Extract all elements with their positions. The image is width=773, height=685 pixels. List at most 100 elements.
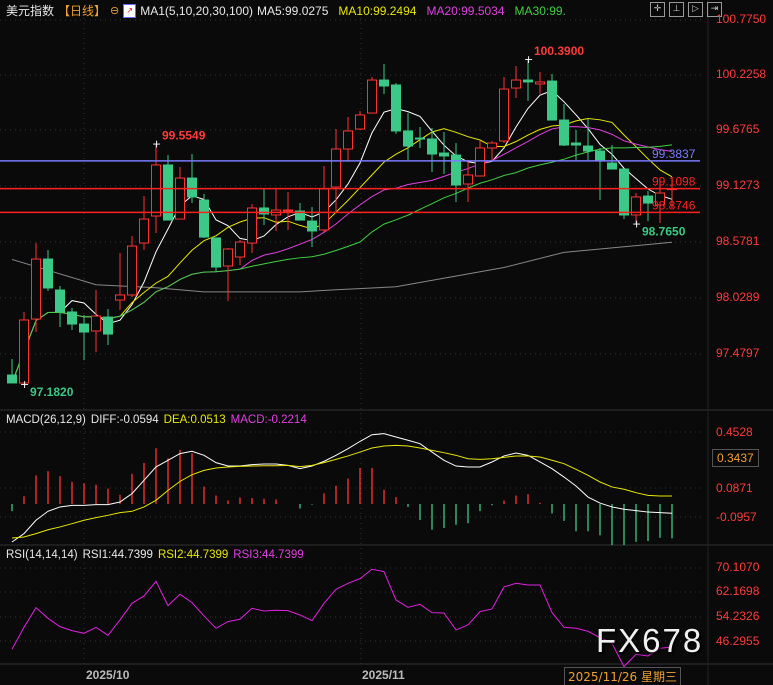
- candle-up: [631, 196, 641, 216]
- candle-down: [403, 130, 413, 147]
- indicator-icon[interactable]: ↗: [123, 3, 137, 18]
- extreme-label: 100.3900: [534, 44, 584, 58]
- ma10-value: MA10:99.2494: [338, 3, 417, 18]
- dea-value: DEA:0.0513: [163, 414, 226, 426]
- candle-up: [511, 79, 521, 89]
- candle-up: [463, 174, 473, 185]
- candle-up: [367, 79, 377, 114]
- price-axis-label: 98.0289: [716, 290, 760, 304]
- candle-down: [295, 210, 305, 221]
- rsi-axis-label: 46.2955: [716, 634, 760, 648]
- zoom-out-icon[interactable]: ⊖: [110, 5, 120, 17]
- range-icon[interactable]: ⊥: [669, 2, 684, 17]
- marker-cross: +: [524, 53, 533, 66]
- candle-down: [391, 84, 401, 132]
- ma20-value: MA20:99.5034: [426, 3, 505, 18]
- rsi-axis-label: 62.1698: [716, 584, 760, 598]
- candle-up: [283, 209, 293, 212]
- price-axis-label: 99.1273: [716, 178, 760, 192]
- rsi1-value: RSI1:44.7399: [82, 549, 153, 561]
- candle-down: [439, 152, 449, 157]
- rsi3-value: RSI3:44.7399: [233, 549, 304, 561]
- watermark-logo: FX678: [596, 622, 704, 659]
- candle-down: [595, 150, 605, 162]
- candle-up: [139, 218, 149, 244]
- candle-up: [19, 319, 29, 384]
- ma10-line: [11, 118, 673, 384]
- marker-cross: +: [632, 217, 641, 230]
- extreme-label: 97.1820: [30, 385, 74, 399]
- candle-down: [571, 142, 581, 146]
- forward-icon[interactable]: ⇥: [707, 2, 722, 17]
- price-axis-label: 99.6765: [716, 122, 760, 136]
- period-label[interactable]: 【日线】: [58, 4, 107, 18]
- candle-up: [331, 148, 341, 188]
- candle-up: [127, 245, 137, 296]
- candle-down: [307, 220, 317, 232]
- crosshair-icon[interactable]: ✛: [650, 2, 665, 17]
- candle-down: [583, 145, 593, 152]
- candle-up: [487, 142, 497, 149]
- cursor-date: 2025/11/26 星期三: [564, 667, 681, 685]
- candle-up: [247, 207, 257, 244]
- candle-up: [235, 241, 245, 258]
- candle-down: [451, 154, 461, 186]
- ma30-line: [11, 144, 673, 384]
- ma20-line: [11, 126, 673, 384]
- price-axis-label: 97.4797: [716, 346, 760, 360]
- instrument-title: 美元指数: [6, 4, 55, 18]
- candle-down: [427, 138, 437, 155]
- candle-down: [643, 195, 653, 204]
- price-level-label: 99.3837: [652, 147, 696, 161]
- rsi-axis-label: 54.2326: [716, 609, 760, 623]
- price-level-label: 98.8746: [652, 198, 696, 212]
- ma5-value: MA5:99.0275: [257, 3, 329, 18]
- candle-up: [343, 130, 353, 150]
- rsi-params: RSI(14,14,14): [6, 549, 78, 561]
- candle-down: [415, 137, 425, 140]
- candle-up: [115, 294, 125, 301]
- ma-params[interactable]: MA1(5,10,20,30,100): [140, 3, 253, 18]
- dea-line: [11, 444, 673, 539]
- macd-current-value: 0.3437: [712, 449, 759, 467]
- rsi-legend: RSI(14,14,14) RSI1:44.7399 RSI2:44.7399 …: [6, 549, 304, 561]
- rsi-line: [11, 568, 673, 668]
- candle-up: [175, 177, 185, 220]
- candle-down: [55, 289, 65, 313]
- macd-params: MACD(26,12,9): [6, 414, 86, 426]
- candle-up: [31, 258, 41, 320]
- ma30-value: MA30:99.: [514, 3, 566, 18]
- ma5-line: [11, 90, 673, 384]
- candle-down: [43, 258, 53, 289]
- ma100-line: [11, 241, 673, 293]
- marker-cross: +: [20, 378, 29, 391]
- candle-down: [7, 374, 17, 384]
- candle-down: [547, 80, 557, 121]
- x-axis-label-nov: 2025/11: [362, 668, 405, 682]
- candle-up: [151, 164, 161, 217]
- candle-up: [655, 192, 665, 206]
- macd-axis-label: 0.0871: [716, 481, 753, 495]
- macd-axis-label: -0.0957: [716, 510, 757, 524]
- extreme-label: 98.7650: [642, 224, 686, 238]
- candle-down: [199, 199, 209, 238]
- candle-down: [607, 162, 617, 170]
- candle-down: [619, 168, 629, 216]
- candle-down: [259, 207, 269, 215]
- main-legend: 美元指数 【日线】 ⊖ ↗ MA1(5,10,20,30,100) MA5:99…: [6, 2, 566, 19]
- diff-line: [11, 433, 673, 543]
- toolbar: ✛ ⊥ ▷ ⇥: [650, 2, 722, 17]
- macd-legend: MACD(26,12,9) DIFF:-0.0594 DEA:0.0513 MA…: [6, 414, 307, 426]
- x-axis-label-oct: 2025/10: [86, 668, 130, 682]
- candle-up: [535, 81, 545, 85]
- candle-down: [67, 311, 77, 325]
- rsi-axis-label: 70.1070: [716, 560, 760, 574]
- candle-up: [223, 248, 233, 267]
- macd-value: MACD:-0.2214: [230, 414, 307, 426]
- candle-down: [523, 79, 533, 83]
- play-icon[interactable]: ▷: [688, 2, 703, 17]
- extreme-label: 99.5549: [162, 129, 206, 143]
- price-axis-label: 98.5781: [716, 234, 760, 248]
